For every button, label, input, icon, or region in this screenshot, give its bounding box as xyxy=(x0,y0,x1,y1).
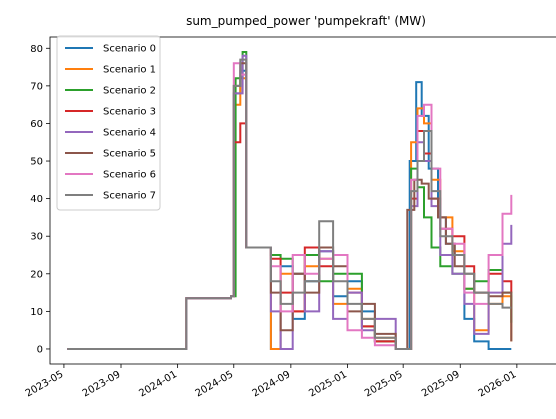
y-tick-label: 20 xyxy=(30,269,43,280)
plot-lines xyxy=(67,51,513,350)
legend: Scenario 0 Scenario 1 Scenario 2 Scenario 3… xyxy=(56,35,161,211)
y-tick-label: 60 xyxy=(30,119,43,130)
chart-title: sum_pumped_power 'pumpekraft' (MW) xyxy=(186,14,426,28)
legend-label: Scenario 2 xyxy=(103,86,156,97)
y-tick-label: 10 xyxy=(30,307,43,318)
y-axis: 0 10 20 30 40 50 60 70 80 xyxy=(30,44,50,355)
legend-label: Scenario 7 xyxy=(103,191,156,202)
legend-label: Scenario 3 xyxy=(103,107,156,118)
legend-label: Scenario 4 xyxy=(103,128,156,139)
legend-label: Scenario 1 xyxy=(103,65,156,76)
series-line-5 xyxy=(67,62,513,350)
y-tick-label: 0 xyxy=(37,344,43,355)
legend-label: Scenario 6 xyxy=(103,170,156,181)
y-tick-label: 80 xyxy=(30,44,43,55)
legend-box xyxy=(56,35,161,211)
y-tick-label: 70 xyxy=(30,81,43,92)
plot-frame xyxy=(49,36,556,365)
y-tick-label: 50 xyxy=(30,157,43,168)
legend-label: Scenario 0 xyxy=(103,44,156,55)
y-tick-label: 30 xyxy=(30,232,43,243)
series-line-7 xyxy=(67,58,512,350)
legend-label: Scenario 5 xyxy=(103,149,156,160)
y-tick-label: 40 xyxy=(30,194,43,205)
